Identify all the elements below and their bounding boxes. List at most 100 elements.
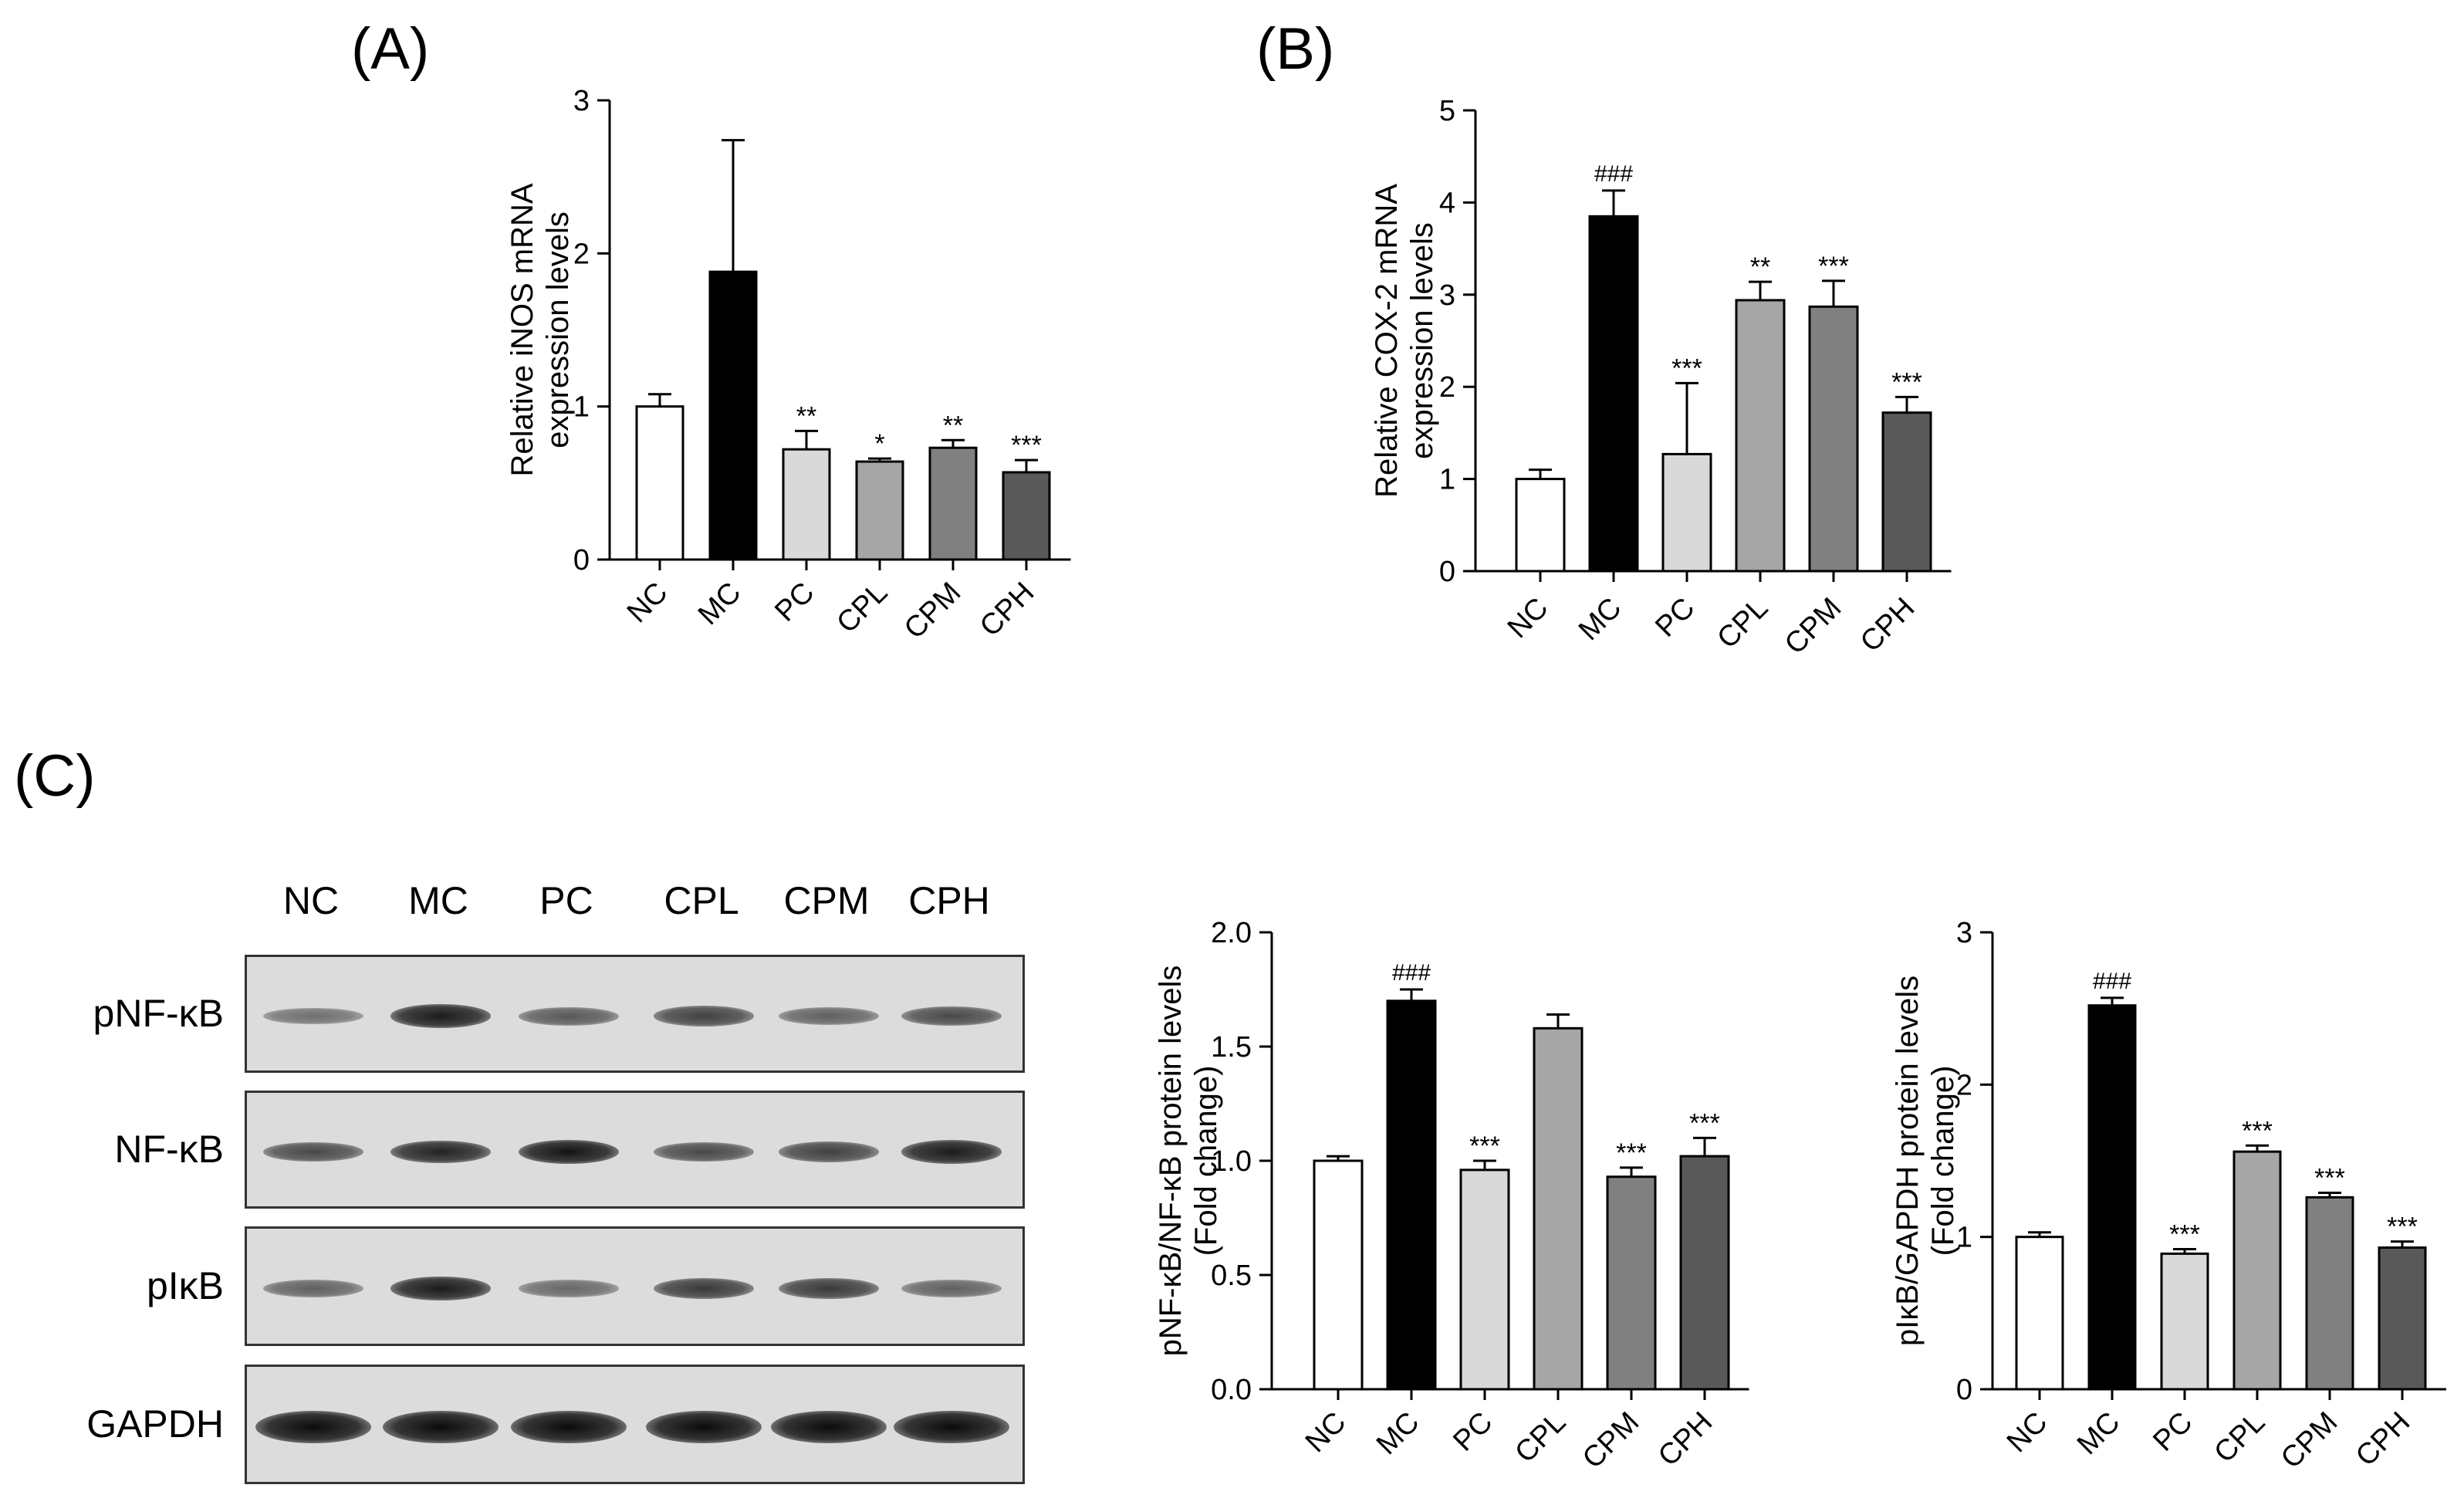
x-tick-label: MC bbox=[1371, 1406, 1425, 1461]
blot-membrane bbox=[245, 1091, 1025, 1209]
bar-mc bbox=[2087, 1004, 2137, 1391]
bar-nc bbox=[1515, 478, 1566, 573]
significance-label: *** bbox=[1818, 252, 1849, 281]
y-axis-label: pIκB/GAPDH protein levels bbox=[1891, 976, 1925, 1346]
y-axis-label: (Fold change) bbox=[1189, 1066, 1223, 1256]
lane-label: PC bbox=[539, 879, 593, 922]
blot-band bbox=[779, 1277, 879, 1300]
chart-C2: 0 1 2 3 pIκB/GAPDH protein levels (Fold chang… bbox=[1891, 917, 2446, 1475]
blot-row-label: NF-κB bbox=[114, 1127, 224, 1171]
bar-nc bbox=[635, 405, 684, 561]
blot-band bbox=[779, 1006, 879, 1026]
significance-label: *** bbox=[2314, 1163, 2345, 1192]
blot-band bbox=[901, 1279, 1002, 1298]
y-tick-label: 2.0 bbox=[1211, 917, 1252, 949]
y-axis-label: expression levels bbox=[541, 211, 575, 448]
x-tick-label: NC bbox=[1502, 592, 1555, 645]
significance-label: *** bbox=[2169, 1219, 2200, 1249]
bar-cph bbox=[1881, 411, 1932, 573]
blot-band bbox=[901, 1006, 1002, 1026]
x-tick-label: PC bbox=[1447, 1406, 1499, 1458]
blot-band bbox=[263, 1141, 363, 1162]
blot-band bbox=[779, 1141, 879, 1162]
bar-cpm bbox=[1606, 1175, 1657, 1391]
lane-label: CPH bbox=[908, 879, 990, 922]
blot-band bbox=[771, 1410, 887, 1443]
x-tick-label: CPM bbox=[898, 577, 967, 645]
significance-label: ### bbox=[1392, 960, 1431, 986]
y-tick-label: 1 bbox=[573, 391, 590, 424]
x-tick-label: CPM bbox=[2275, 1406, 2344, 1475]
y-tick-label: 1.0 bbox=[1211, 1145, 1252, 1178]
bar-pc bbox=[1459, 1168, 1510, 1391]
y-tick-label: 0.5 bbox=[1211, 1260, 1252, 1292]
significance-label: ** bbox=[796, 401, 816, 431]
bar-cpl bbox=[2232, 1150, 2282, 1391]
y-tick-label: 1.5 bbox=[1211, 1031, 1252, 1064]
blot-band bbox=[263, 1279, 363, 1298]
lane-label: NC bbox=[282, 879, 340, 922]
x-tick-label: NC bbox=[2001, 1406, 2054, 1459]
bar-cph bbox=[1679, 1155, 1730, 1391]
blot-row-label: pNF-κB bbox=[93, 991, 224, 1035]
significance-label: ** bbox=[1750, 252, 1770, 282]
blot-band bbox=[519, 1139, 619, 1165]
significance-label: * bbox=[874, 429, 884, 458]
bar-mc bbox=[1386, 999, 1437, 1391]
x-tick-label: MC bbox=[692, 577, 747, 631]
x-tick-label: NC bbox=[1300, 1406, 1353, 1459]
bar-mc bbox=[708, 270, 758, 561]
significance-label: *** bbox=[2387, 1212, 2418, 1242]
blot-band bbox=[263, 1007, 363, 1025]
panel-label-a: (A) bbox=[351, 16, 430, 82]
blot-membrane bbox=[245, 1365, 1025, 1484]
blot-band bbox=[519, 1280, 619, 1297]
bar-cpl bbox=[855, 460, 904, 561]
y-tick-label: 3 bbox=[1439, 279, 1455, 312]
chart-B: 0 1 2 3 4 5 Relative COX-2 mRNA expression leve… bbox=[1370, 95, 1952, 661]
x-tick-label: PC bbox=[2147, 1406, 2199, 1458]
lane-label: CPL bbox=[664, 879, 739, 922]
y-axis-label: Relative iNOS mRNA bbox=[505, 183, 539, 476]
blot-band bbox=[255, 1410, 371, 1443]
bar-pc bbox=[1661, 452, 1712, 573]
y-tick-label: 0 bbox=[573, 544, 590, 577]
x-tick-label: CPL bbox=[2208, 1406, 2271, 1469]
significance-label: *** bbox=[1671, 353, 1702, 383]
x-tick-label: CPH bbox=[974, 577, 1040, 643]
blot-band bbox=[654, 1277, 754, 1300]
bar-pc bbox=[2160, 1252, 2209, 1391]
significance-label: *** bbox=[1689, 1108, 1720, 1138]
blot-band bbox=[390, 1004, 491, 1028]
bar-cpl bbox=[1735, 299, 1786, 573]
y-axis-label: (Fold change) bbox=[1926, 1066, 1960, 1256]
x-tick-label: CPL bbox=[1711, 592, 1774, 655]
y-tick-label: 2 bbox=[1956, 1069, 1972, 1101]
y-tick-label: 0.0 bbox=[1211, 1374, 1252, 1406]
bar-cph bbox=[1002, 471, 1051, 561]
bar-cpm bbox=[928, 446, 978, 561]
blot-band bbox=[654, 1141, 754, 1162]
bar-nc bbox=[2015, 1236, 2064, 1391]
x-tick-label: MC bbox=[2071, 1406, 2126, 1461]
x-tick-label: CPM bbox=[1577, 1406, 1645, 1475]
significance-label: *** bbox=[2242, 1116, 2273, 1145]
blot-row-label: GAPDH bbox=[86, 1402, 224, 1446]
significance-label: *** bbox=[1011, 431, 1042, 460]
significance-label: ** bbox=[943, 411, 963, 440]
blot-band bbox=[654, 1006, 754, 1026]
panel-label-b: (B) bbox=[1256, 16, 1335, 82]
y-tick-label: 0 bbox=[1439, 556, 1455, 588]
y-axis-label: pNF-κB/NF-κB protein levels bbox=[1154, 966, 1188, 1357]
significance-label: *** bbox=[1616, 1138, 1647, 1168]
x-tick-label: CPH bbox=[1652, 1406, 1719, 1473]
blot-membrane bbox=[245, 955, 1025, 1073]
bar-cpm bbox=[1808, 305, 1859, 573]
blot-band bbox=[511, 1410, 627, 1443]
y-tick-label: 1 bbox=[1956, 1222, 1972, 1254]
lane-label: CPM bbox=[783, 879, 870, 922]
bar-nc bbox=[1313, 1159, 1364, 1391]
x-tick-label: PC bbox=[1649, 592, 1701, 644]
chart-A: 0 1 2 3 Relative iNOS mRNA expression levels N… bbox=[505, 85, 1071, 645]
